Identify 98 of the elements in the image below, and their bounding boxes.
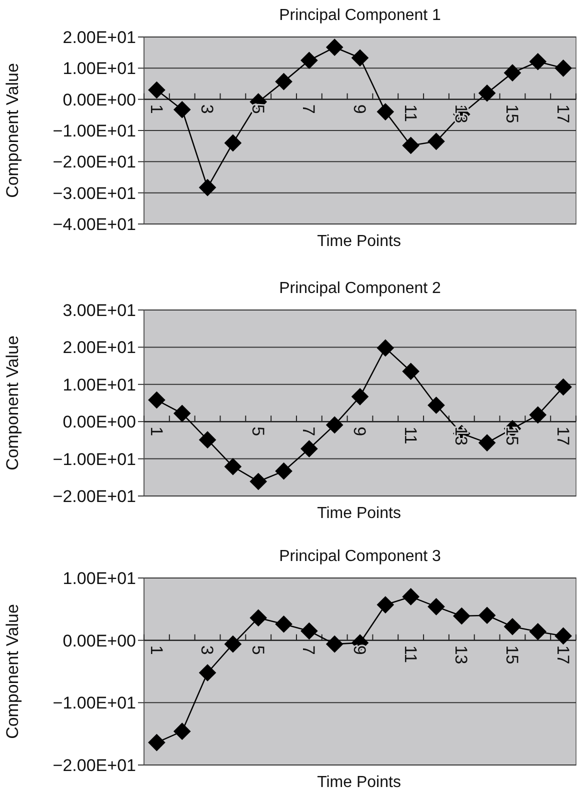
y-tick-label: −3.00E+01 [52,184,136,203]
x-tick-label: 15 [502,645,522,664]
point [224,458,242,476]
y-tick-label: −2.00E+01 [52,756,136,775]
y-tick-label: −1.00E+01 [52,450,136,469]
x-tick-label: 17 [553,426,572,446]
x-axis-title: Time Points [317,233,401,250]
x-tick-label: 1 [146,104,166,114]
y-axis-title: Component Value [3,336,22,470]
point [402,136,420,154]
y-tick-label: 1.00E+01 [62,568,136,588]
point [148,81,166,99]
x-tick-label: 17 [553,645,572,664]
point [402,362,420,380]
point [554,627,572,645]
point [148,391,166,409]
point [376,339,394,357]
x-tick-label: 15 [502,104,522,124]
x-tick-label: 3 [198,104,217,114]
point [275,615,292,633]
point [173,404,191,422]
point [529,622,547,640]
x-tick-label: 13 [452,645,471,664]
point [300,440,318,458]
x-tick-label: 5 [248,426,268,436]
point [275,462,292,480]
point [504,64,522,82]
point [326,416,344,434]
point [504,618,522,636]
x-tick-label: 17 [553,104,572,124]
point [224,134,242,152]
point [250,472,268,490]
y-tick-label: 2.00E+01 [62,338,136,358]
x-tick-label: 7 [299,104,318,114]
point [326,38,344,56]
point [198,431,216,448]
x-axis-title: Time Points [317,774,401,791]
y-tick-label: 2.00E+01 [62,28,136,47]
point [275,72,292,90]
point [428,598,445,616]
x-tick-label: 5 [248,104,268,114]
point [478,84,496,102]
point [478,606,496,624]
y-tick-label: −4.00E+01 [52,214,136,234]
y-tick-label: 0.00E+00 [62,631,136,650]
point [376,103,394,120]
y-axis-title: Component Value [3,63,22,198]
point [326,635,344,653]
x-tick-label: 13 [452,426,471,446]
y-tick-label: 1.00E+01 [62,375,136,394]
point [554,60,572,77]
point [402,588,420,606]
point [148,734,166,752]
point [376,596,394,614]
y-tick-label: −2.00E+01 [52,152,136,172]
point [351,49,369,67]
y-axis-title: Component Value [3,604,22,739]
y-tick-label: −1.00E+01 [52,121,136,140]
point [300,52,318,70]
point [250,609,268,627]
x-tick-label: 9 [350,426,370,436]
point [452,607,470,625]
x-tick-label: 9 [350,645,370,655]
x-tick-label: 1 [146,426,166,436]
chart-title: Principal Component 2 [279,280,442,297]
x-tick-label: 7 [299,645,318,655]
y-tick-label: −2.00E+01 [52,486,136,506]
point [428,132,445,150]
y-tick-label: 0.00E+00 [62,90,136,110]
x-axis-title: Time Points [317,505,401,522]
point [428,396,445,414]
point [300,622,318,640]
x-tick-label: 11 [400,426,420,444]
x-tick-label: 5 [248,645,268,655]
point [554,378,572,396]
point [529,52,547,70]
x-tick-label: 9 [350,104,370,114]
y-tick-label: 3.00E+01 [62,300,136,320]
x-tick-label: 3 [198,645,217,655]
chart-title: Principal Component 1 [279,7,442,24]
y-tick-label: 0.00E+00 [62,412,136,432]
point [173,100,191,118]
point [198,664,216,682]
x-tick-label: 13 [452,104,471,124]
x-tick-label: 7 [299,426,318,436]
x-tick-label: 15 [502,426,522,446]
point [224,635,242,653]
x-tick-label: 11 [400,645,420,663]
x-tick-label: 1 [146,645,166,655]
point [529,406,547,424]
point [478,434,496,452]
point [351,388,369,406]
point [198,178,216,196]
x-tick-label: 11 [400,104,420,122]
y-tick-label: −1.00E+01 [52,694,136,713]
point [173,722,191,740]
y-tick-label: 1.00E+01 [62,59,136,78]
chart-title: Principal Component 3 [279,548,442,565]
